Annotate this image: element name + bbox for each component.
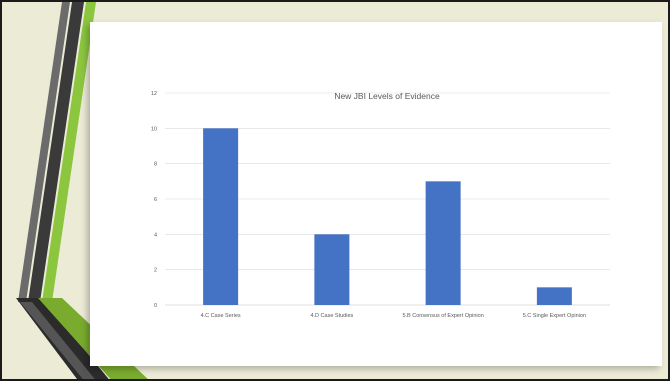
bar (203, 128, 239, 305)
category-labels: 4.C Case Series 4.D Case Studies 5.B Conse… (201, 313, 586, 319)
deco-stripe-green (42, 2, 96, 302)
y-tick-label: 12 (151, 91, 157, 97)
y-tick-label: 6 (154, 197, 157, 203)
y-tick-label: 8 (154, 162, 157, 168)
bar-chart: 0 2 4 6 8 10 12 4.C Case Series 4.D Case Studie… (151, 91, 610, 319)
x-category-label: 5.B Consensus of Expert Opinion (402, 313, 483, 319)
bar (425, 181, 461, 305)
y-tick-label: 4 (154, 232, 157, 238)
x-category-label: 4.C Case Series (201, 313, 241, 319)
bars (203, 128, 572, 305)
y-tick-label: 2 (154, 268, 157, 274)
deco-stripe-dark (28, 2, 84, 302)
bar (314, 234, 350, 305)
y-tick-label: 10 (151, 126, 157, 132)
chart-card: 0 2 4 6 8 10 12 4.C Case Series 4.D Case Studie… (90, 22, 662, 366)
x-category-label: 5.C Single Expert Opinion (523, 313, 586, 319)
x-category-label: 4.D Case Studies (310, 313, 353, 319)
deco-stripe-gray (18, 2, 70, 302)
chart-title: New JBI Levels of Evidence (334, 91, 440, 101)
deco-corner-gray (20, 302, 95, 379)
y-axis-ticks: 0 2 4 6 8 10 12 (151, 91, 157, 309)
bar (536, 287, 572, 305)
gridlines (165, 92, 610, 306)
y-tick-label: 0 (154, 303, 157, 309)
